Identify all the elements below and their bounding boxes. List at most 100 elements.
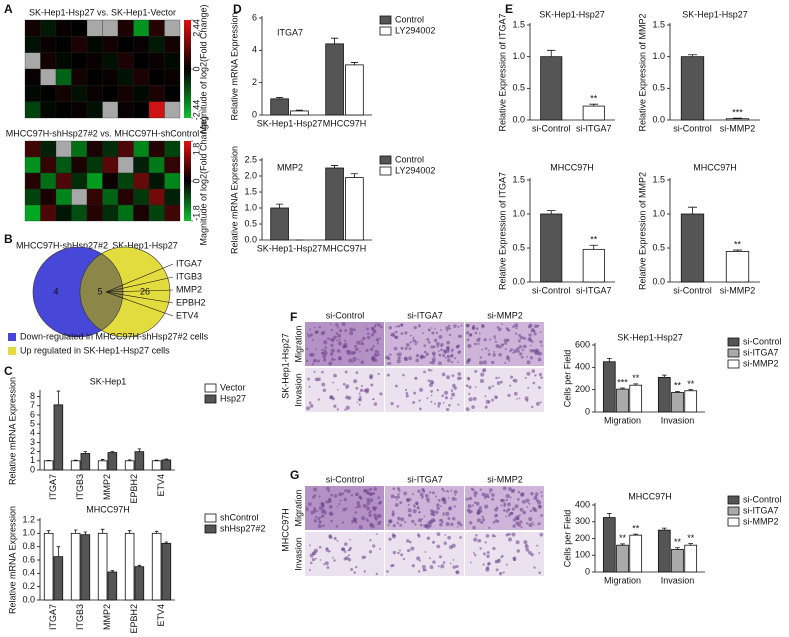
cell <box>305 508 309 512</box>
cell <box>502 508 506 512</box>
cell <box>343 550 347 554</box>
cell <box>513 391 518 396</box>
cell <box>476 518 481 523</box>
gene-label: ITGB3 <box>176 271 202 281</box>
cell <box>329 323 332 325</box>
cell <box>394 335 398 339</box>
y-tick-label: 200 <box>575 533 590 543</box>
error-bar <box>589 244 598 250</box>
legend-label: shControl <box>220 512 259 522</box>
significance-label: ** <box>674 381 682 391</box>
cell <box>408 356 413 361</box>
cell <box>515 521 520 526</box>
cell <box>465 497 469 501</box>
cell <box>511 532 516 537</box>
y-tick-label: 0.5 <box>652 83 665 93</box>
gene-label: ETV4 <box>176 310 199 320</box>
bar <box>134 451 145 471</box>
cell <box>533 508 538 513</box>
bar <box>680 56 705 121</box>
cell <box>314 348 317 350</box>
cell <box>312 358 317 363</box>
cell <box>318 325 321 329</box>
cell <box>415 358 420 363</box>
cell <box>397 516 401 521</box>
cell <box>400 517 405 522</box>
cell <box>479 488 482 491</box>
cell <box>372 507 377 512</box>
cell <box>524 376 527 379</box>
cell <box>352 516 355 519</box>
y-tick-label: 0.0 <box>512 276 525 286</box>
cell <box>455 345 459 349</box>
cell <box>405 343 410 347</box>
cell <box>386 362 389 365</box>
legend-swatch <box>727 337 740 347</box>
cell <box>453 490 458 494</box>
cell <box>522 510 527 515</box>
column-label: si-MMP2 <box>487 474 523 484</box>
cell <box>494 519 498 523</box>
cell <box>481 518 486 522</box>
cell <box>369 510 372 514</box>
heatmap-cell <box>164 204 181 222</box>
cell <box>323 510 327 515</box>
cell <box>451 350 453 353</box>
cell <box>478 332 481 335</box>
heatmap-cell <box>148 188 165 206</box>
cell <box>360 360 365 365</box>
cell <box>484 504 489 509</box>
bar <box>657 529 671 573</box>
y-tick-label: 2 <box>30 446 35 456</box>
cell <box>446 340 451 345</box>
cell <box>512 557 517 561</box>
error-bar <box>688 54 697 57</box>
bar <box>325 43 344 116</box>
cell <box>400 332 404 336</box>
cell <box>491 493 495 497</box>
cell <box>423 370 426 374</box>
cell <box>311 552 315 556</box>
bar <box>684 390 698 413</box>
cell <box>369 539 372 542</box>
y-tick-label: 3 <box>30 437 35 447</box>
cell <box>335 332 339 335</box>
cell <box>486 554 490 558</box>
cell <box>474 386 477 388</box>
cell <box>436 532 441 537</box>
y-tick-label: 4 <box>252 45 257 55</box>
cell <box>394 534 397 537</box>
cell <box>450 355 453 358</box>
cell <box>397 493 400 496</box>
legend-swatch <box>204 524 217 534</box>
cell <box>344 408 347 411</box>
cell <box>330 512 334 516</box>
cell <box>465 331 470 335</box>
cell <box>432 491 435 495</box>
cell <box>459 536 462 539</box>
x-tick-label: Invasion <box>661 575 695 585</box>
cell <box>330 493 334 497</box>
heatmap-cell <box>55 204 72 222</box>
cell <box>507 507 511 512</box>
bar <box>616 388 629 413</box>
y-tick-label: 1 <box>30 455 35 465</box>
panel-label: A <box>4 2 13 16</box>
cell <box>365 348 369 353</box>
cell <box>323 351 328 356</box>
cell <box>505 515 508 518</box>
cell <box>326 337 330 340</box>
cell <box>321 351 324 355</box>
heatmap-cell <box>133 68 150 86</box>
venn-pointer <box>105 289 174 293</box>
cell <box>437 499 441 502</box>
cell <box>322 354 327 359</box>
cell <box>356 340 361 345</box>
cell <box>405 391 409 395</box>
cell <box>458 350 461 353</box>
cell <box>511 507 515 511</box>
heatmap-cell <box>133 85 150 102</box>
cell <box>471 405 475 409</box>
heatmap-cell <box>86 172 103 190</box>
cell <box>338 328 343 333</box>
